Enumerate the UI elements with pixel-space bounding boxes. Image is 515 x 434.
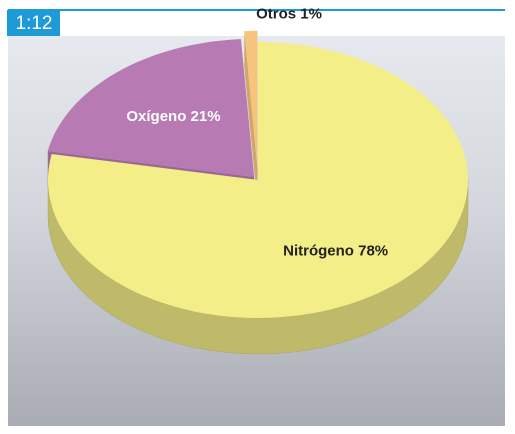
figure-badge <box>8 10 60 36</box>
data-label: Otros 1% <box>256 5 322 22</box>
figure-label: 1:12 <box>16 13 53 34</box>
slice <box>47 39 255 177</box>
slice-face <box>244 31 258 205</box>
data-label: Nitrógeno 78% <box>283 243 388 260</box>
slice <box>48 42 468 318</box>
pie: Nitrógeno 78% Oxígeno 21% Otros 1% <box>47 5 469 355</box>
data-label: Oxígeno 21% <box>126 108 220 125</box>
slice <box>244 30 258 169</box>
